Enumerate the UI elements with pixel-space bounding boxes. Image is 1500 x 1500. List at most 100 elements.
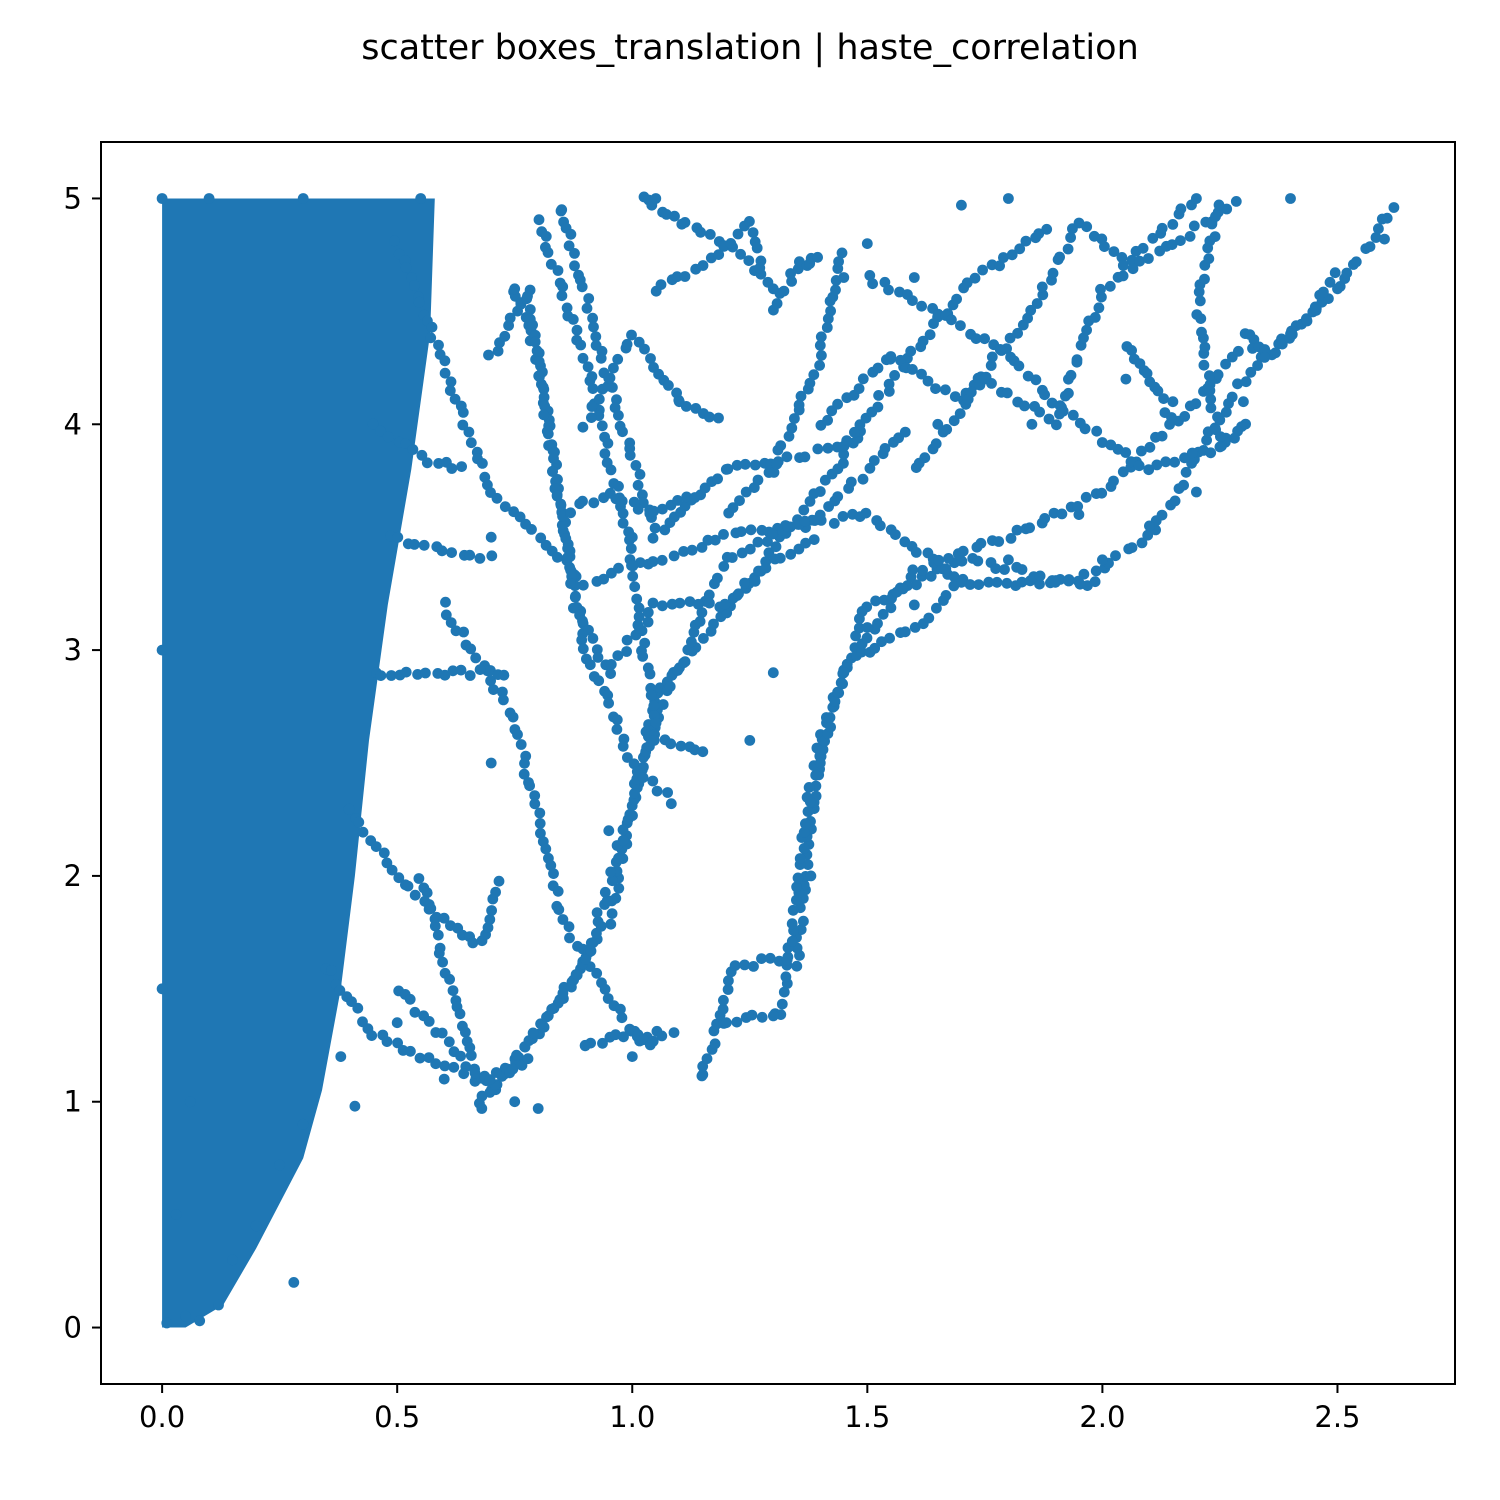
trajectory-marker [872,362,884,374]
trajectory-marker [822,442,834,454]
scatter-point [650,193,662,204]
trajectory-marker [964,579,976,590]
trajectory-marker [1198,359,1210,371]
trajectory-marker [786,276,797,287]
trajectory-marker [907,564,919,576]
trajectory-marker [522,1053,534,1065]
trajectory-marker [576,634,588,646]
scatter-point [626,1051,638,1062]
trajectory-marker [1025,304,1037,316]
trajectory-marker [570,590,581,602]
trajectory-marker [439,367,451,379]
trajectory-marker [630,460,642,471]
trajectory-marker [631,593,643,605]
trajectory-marker [637,651,649,662]
trajectory-marker [986,351,998,363]
trajectory-marker [1212,369,1224,381]
trajectory-marker [541,425,553,437]
trajectory-marker [895,354,906,366]
trajectory-marker [1063,575,1075,587]
trajectory-marker [735,248,746,260]
trajectory-marker [812,443,824,455]
trajectory-marker [1370,232,1382,243]
trajectory-marker [649,522,661,534]
trajectory-marker [832,398,843,410]
x-tick-label: 2.5 [1314,1400,1360,1434]
trajectory-marker [970,333,982,344]
scatter-point [697,1069,709,1080]
trajectory-marker [405,1045,416,1057]
trajectory-marker [933,554,945,566]
trajectory-marker [1080,491,1092,503]
trajectory-marker [1213,199,1225,211]
trajectory-marker [749,575,761,587]
trajectory-marker [460,1026,471,1038]
trajectory-marker [1093,302,1105,314]
trajectory-marker [626,329,637,341]
scatter-point [1026,418,1038,430]
trajectory-marker [817,744,829,755]
trajectory-marker [1126,542,1138,553]
trajectory-marker [392,531,404,543]
trajectory-marker [925,570,937,582]
trajectory-marker [352,1002,364,1014]
trajectory-marker [767,528,778,540]
trajectory-marker [511,1049,522,1061]
trajectory-marker [786,935,798,947]
trajectory-marker [993,536,1005,547]
trajectory-marker [1096,487,1108,499]
trajectory-marker [793,399,805,411]
trajectory-marker [1012,327,1023,339]
trajectory-marker [778,986,790,998]
trajectory-marker [1156,222,1168,234]
trajectory-marker [612,650,624,661]
trajectory-marker [1096,291,1107,303]
trajectory-marker [752,536,764,548]
trajectory-marker [565,228,577,240]
trajectory-marker [1081,324,1092,336]
trajectory-marker [786,918,798,930]
trajectory-marker [599,448,611,459]
scatter-point [861,238,873,250]
trajectory-marker [613,480,624,492]
trajectory-marker [708,618,719,630]
scatter-point [1285,193,1296,204]
trajectory-marker [814,360,825,371]
trajectory-marker [679,217,691,228]
trajectory-marker [1056,508,1068,520]
trajectory-marker [678,546,689,557]
trajectory-marker [917,564,928,576]
trajectory-marker [998,252,1009,263]
trajectory-marker [436,545,448,557]
trajectory-marker [591,967,603,979]
trajectory-marker [1089,312,1101,323]
trajectory-marker [943,553,954,564]
trajectory-marker [545,860,557,871]
trajectory-marker [1126,345,1137,356]
trajectory-marker [909,622,921,633]
trajectory-marker [756,1011,768,1023]
trajectory-marker [786,422,798,434]
trajectory-marker [1067,409,1079,421]
scatter-point [391,1017,403,1029]
trajectory-marker [456,461,467,472]
trajectory-marker [985,360,997,371]
trajectory-marker [696,607,708,618]
trajectory-marker [1117,260,1129,271]
trajectory-marker [919,452,931,464]
trajectory-marker [491,492,503,504]
trajectory-marker [686,544,698,556]
trajectory-marker [775,440,787,451]
trajectory-marker [1210,211,1221,222]
trajectory-marker [994,260,1005,272]
trajectory-marker [845,476,857,488]
trajectory-marker [540,843,552,855]
trajectory-marker [483,349,494,361]
scatter-point [156,644,168,656]
trajectory-marker [731,459,743,471]
trajectory-marker [972,555,984,567]
trajectory-marker [592,916,604,928]
trajectory-marker [1127,263,1139,275]
trajectory-marker [994,344,1006,355]
trajectory-marker [583,624,594,636]
